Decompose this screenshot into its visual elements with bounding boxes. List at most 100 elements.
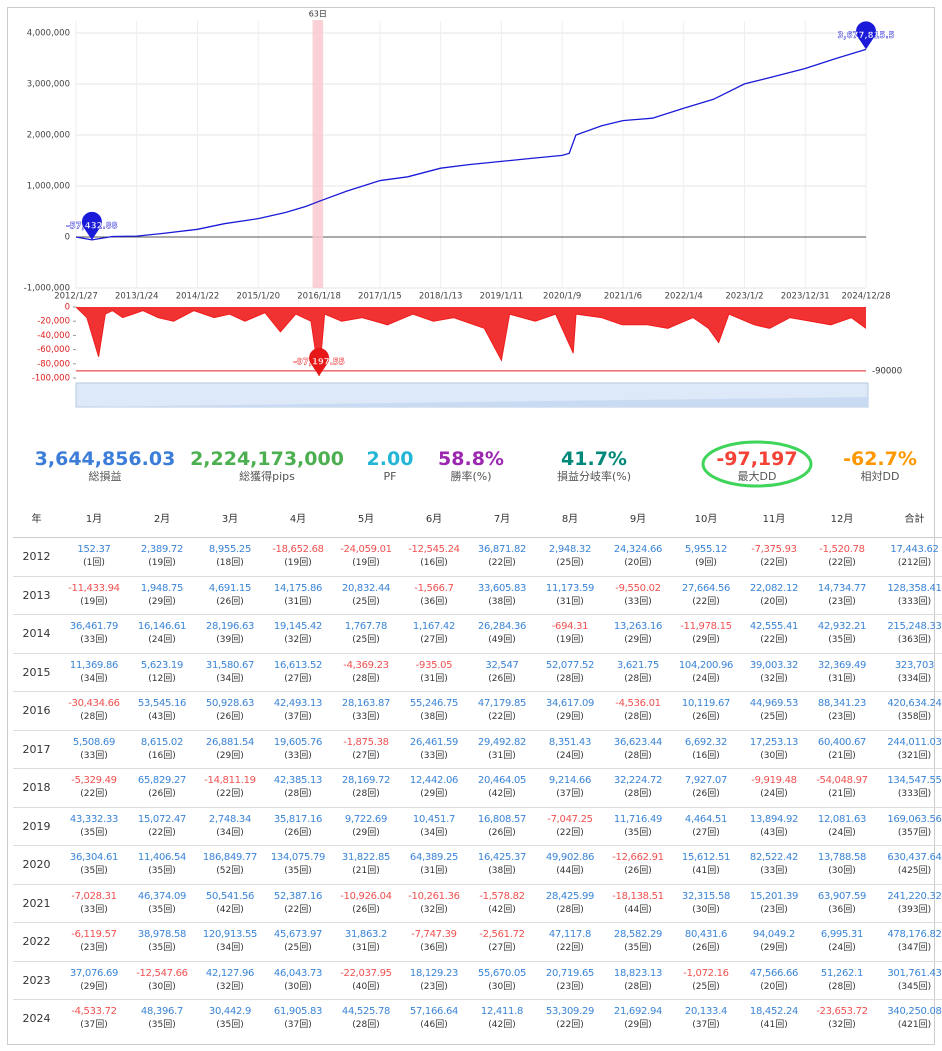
amount: -12,662.91 [612,852,664,864]
line [75,48,867,241]
trade-count: (18回) [216,558,244,569]
value-cell: 6,692.32 (16回) [672,729,740,769]
amount: -7,028.31 [71,890,117,902]
stat: 3,644,856.03 総損益 [35,448,176,483]
ref-line-label: -90000 [872,366,902,376]
amount: 31,580.67 [205,659,255,671]
trade-count: (333回) [897,789,932,800]
trade-count: (23回) [828,596,856,607]
trade-count: (30回) [488,981,516,992]
trade-count: (29回) [352,827,380,838]
value-cell: 45,673.97 (25回) [264,922,332,961]
amount: -12,547.66 [136,967,188,979]
trade-count: (31回) [828,673,856,684]
trade-count: (26回) [488,673,516,684]
value-cell: 55,246.75 (38回) [400,691,468,730]
trade-count: (26回) [692,789,720,800]
amount: 28,582.29 [613,929,663,941]
value-cell: 17,443.62 (212回) [876,537,942,576]
amount: 301,761.43 [887,967,942,979]
amount: 27,664.56 [681,582,731,594]
value-cell: 26,461.59 (33回) [400,729,468,769]
year-cell: 2015 [13,652,60,692]
trade-count: (32回) [216,981,244,992]
amount: 152.37 [77,544,111,556]
trade-count: (26回) [692,943,720,954]
amount: -2,561.72 [479,929,525,941]
trade-count: (29回) [148,596,176,607]
stat-value: -62.7% [843,448,917,470]
trade-count: (29回) [624,635,652,646]
trade-count: (33回) [624,596,652,607]
value-cell: 35,817.16 (26回) [264,806,332,846]
trade-count: (41回) [760,1020,788,1031]
trade-count: (9回) [695,558,717,569]
amount: 104,200.96 [678,659,734,671]
amount: 12,081.63 [817,813,867,825]
amount: 45,673.97 [273,929,323,941]
value-cell: -22,037.95 (40回) [332,960,400,1000]
value-cell: 94,049.2 (29回) [740,922,808,961]
amount: 134,075.79 [270,852,326,864]
trade-count: (30回) [148,981,176,992]
amount: 46,374.09 [137,890,187,902]
trade-count: (33回) [80,635,108,646]
trade-count: (29回) [80,981,108,992]
amount: 11,406.54 [137,852,187,864]
trade-count: (22回) [828,558,856,569]
trade-count: (36回) [420,596,448,607]
amount: -4,369.23 [343,659,389,671]
value-cell: 11,406.54 (35回) [128,845,196,884]
stat: 2.00 PF [367,448,414,483]
value-cell: 27,664.56 (22回) [672,575,740,615]
trade-count: (31回) [420,673,448,684]
value-cell: 64,389.25 (31回) [400,845,468,884]
value-cell: 7,927.07 (26回) [672,768,740,807]
trade-count: (25回) [352,635,380,646]
trade-count: (35回) [80,827,108,838]
value-cell: 12,411.8 (42回) [468,999,536,1038]
trade-count: (24回) [556,750,584,761]
value-cell: 478,176.82 (347回) [876,922,942,961]
trade-count: (37回) [284,712,312,723]
stat: 2,224,173,000 総獲得pips [190,448,344,483]
x-tick-label: 2020/1/9 [543,292,581,302]
value-cell: 28,163.87 (33回) [332,691,400,730]
value-cell: 44,969.53 (25回) [740,691,808,730]
amount: 37,076.69 [69,967,119,979]
value-cell: -10,926.04 (26回) [332,883,400,923]
amount: 36,304.61 [69,852,119,864]
trade-count: (26回) [148,789,176,800]
trade-count: (26回) [692,712,720,723]
pin-label: 3,677,815.5 [837,31,894,41]
trade-count: (37回) [80,1020,108,1031]
pin [309,348,330,377]
pin-label: -97,197.55 [293,358,344,368]
pin-label: -57,432.88 [66,221,117,231]
value-cell: 186,849.77 (52回) [196,845,264,884]
value-cell: 42,385.13 (28回) [264,768,332,807]
stat-label: 損益分岐率(%) [556,470,632,483]
year-cell: 2022 [13,922,60,961]
amount: 34,617.09 [545,698,595,710]
trade-count: (22回) [284,904,312,915]
trade-count: (347回) [897,943,932,954]
amount: 28,163.87 [341,698,391,710]
trade-count: (425回) [897,866,932,877]
value-cell: -54,048.97 (21回) [808,768,876,807]
value-cell: 31,822.85 (21回) [332,845,400,884]
x-tick-label: 2013/1/24 [115,292,159,302]
amount: -4,536.01 [615,698,661,710]
stat: 41.7% 損益分岐率(%) [557,448,631,483]
value-cell: 31,580.67 (34回) [196,652,264,692]
trade-count: (29回) [216,750,244,761]
value-cell: 42,555.41 (22回) [740,614,808,653]
amount: 32,369.49 [817,659,867,671]
amount: 11,369.86 [69,659,119,671]
value-cell: 52,387.16 (22回) [264,883,332,923]
trade-count: (16回) [692,750,720,761]
value-cell: 17,253.13 (30回) [740,729,808,769]
amount: -6,119.57 [71,929,117,941]
value-cell: 128,358.41 (333回) [876,575,942,615]
year-cell: 2014 [13,614,60,653]
